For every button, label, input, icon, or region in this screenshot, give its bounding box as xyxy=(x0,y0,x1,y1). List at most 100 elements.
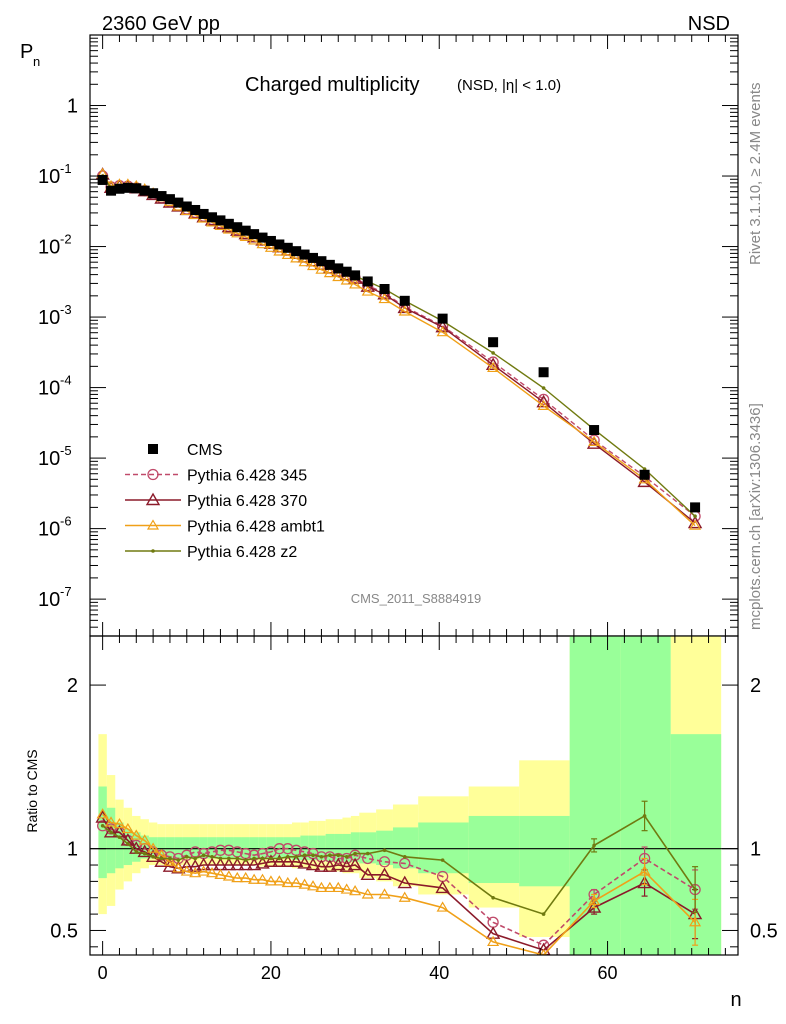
ratio-point-z2-4 xyxy=(134,850,139,854)
band-inner-31 xyxy=(359,832,377,864)
y-tick-label-4: 10 -3 xyxy=(38,302,72,329)
main-point-cms-37 xyxy=(589,425,600,436)
main-point-cms-28 xyxy=(333,263,344,274)
band-inner-9 xyxy=(174,837,183,859)
ratio-point-z2-6 xyxy=(151,855,155,859)
svg-text:-3: -3 xyxy=(60,302,72,317)
main-point-cms-9 xyxy=(173,197,184,208)
legend-marker-p345 xyxy=(147,468,159,481)
ratio-point-z2-8 xyxy=(168,856,172,861)
band-inner-8 xyxy=(165,837,175,859)
ratio-point-ambt1-5 xyxy=(138,834,151,845)
ratio-point-ambt1-6 xyxy=(147,842,160,853)
ratio-point-ambt1-39 xyxy=(689,916,702,927)
ratio-y-label-right-0.5: 0.5 xyxy=(750,920,778,942)
band-inner-12 xyxy=(199,837,208,859)
ratio-point-p370-15 xyxy=(221,857,237,871)
main-point-cms-11 xyxy=(190,204,201,215)
svg-text:n: n xyxy=(33,54,40,69)
ratio-y-label-left-2: 2 xyxy=(67,675,78,697)
svg-text:-7: -7 xyxy=(60,584,72,599)
ratio-point-ambt1-29 xyxy=(340,883,353,894)
band-inner-32 xyxy=(376,830,393,866)
main-point-z2-39 xyxy=(693,514,697,518)
main-point-p370-35 xyxy=(485,357,501,371)
main-point-ambt1-28 xyxy=(332,270,345,282)
ratio-point-z2-39 xyxy=(693,887,697,892)
main-ylabel: P n xyxy=(20,41,40,69)
ratio-point-z2-28 xyxy=(336,853,341,858)
ratio-point-ambt1-27 xyxy=(323,881,336,893)
ratio-line-z2 xyxy=(102,814,696,916)
ratio-point-ambt1-30 xyxy=(349,885,362,896)
main-series-cms xyxy=(97,174,701,513)
ratio-point-ambt1-31 xyxy=(361,888,374,899)
main-point-ambt1-36 xyxy=(537,399,550,410)
main-point-cms-33 xyxy=(399,295,410,306)
main-line-z2 xyxy=(102,175,696,517)
ratio-point-z2-10 xyxy=(184,855,189,859)
y-tick-label-1: 10 -6 xyxy=(38,514,72,541)
y-tick-label-7: 1 xyxy=(67,96,78,118)
ratio-point-p370-30 xyxy=(347,857,363,871)
main-point-cms-19 xyxy=(257,232,268,243)
x-tick-label-0: 0 xyxy=(98,963,108,983)
y-tick-label-2: 10 -5 xyxy=(38,443,72,470)
band-inner-36 xyxy=(519,815,570,887)
legend-entry-z2: Pythia 6.428 z2 xyxy=(125,544,297,561)
main-point-cms-22 xyxy=(282,242,293,253)
ratio-point-p370-28 xyxy=(331,857,346,871)
ratio-point-p370-32 xyxy=(377,867,392,881)
ratio-point-p370-1 xyxy=(103,824,119,838)
main-point-cms-0 xyxy=(97,174,108,185)
ratio-point-z2-1 xyxy=(109,830,113,835)
chart-title-sub: (NSD, |η| < 1.0) xyxy=(457,77,561,94)
legend-marker-p370 xyxy=(145,492,161,506)
ratio-point-z2-17 xyxy=(243,858,248,862)
ratio-point-p370-8 xyxy=(162,859,178,872)
process-label: NSD xyxy=(688,13,730,35)
band-inner-15 xyxy=(224,837,234,859)
analysis-tag: CMS_2011_S8884919 xyxy=(351,591,482,606)
ratio-point-ambt1-21 xyxy=(273,875,286,886)
ratio-point-p345-14 xyxy=(214,844,227,856)
ratio-point-z2-29 xyxy=(344,855,349,859)
ratio-point-p370-20 xyxy=(263,854,279,867)
main-point-cms-21 xyxy=(274,239,285,250)
main-point-ambt1-31 xyxy=(361,285,374,296)
ratio-point-ambt1-17 xyxy=(239,871,252,883)
ratio-series-layer xyxy=(95,800,703,955)
svg-text:-4: -4 xyxy=(60,373,72,388)
main-point-cms-2 xyxy=(114,183,125,194)
band-inner-4 xyxy=(132,832,141,862)
ratio-point-z2-11 xyxy=(193,856,197,861)
main-point-cms-15 xyxy=(223,218,234,229)
x-axis-label: n xyxy=(730,989,741,1011)
ratio-point-z2-15 xyxy=(227,856,231,861)
ratio-point-ambt1-16 xyxy=(231,871,244,883)
main-point-p345-36 xyxy=(537,393,550,406)
ratio-point-z2-23 xyxy=(294,855,298,859)
ratio-point-z2-22 xyxy=(285,855,290,859)
ratio-point-p370-11 xyxy=(187,859,203,872)
main-point-p370-33 xyxy=(397,300,412,314)
ratio-point-ambt1-9 xyxy=(172,862,185,873)
ratio-point-z2-20 xyxy=(269,856,273,861)
band-inner-14 xyxy=(216,837,225,859)
svg-text:-1: -1 xyxy=(60,161,72,176)
svg-text:10: 10 xyxy=(38,448,60,470)
band-inner-13 xyxy=(207,837,217,859)
band-inner-28 xyxy=(334,833,343,862)
ratio-point-p370-17 xyxy=(238,857,253,871)
band-inner-7 xyxy=(157,837,166,859)
svg-text:P: P xyxy=(20,41,33,63)
main-point-cms-35 xyxy=(488,337,499,348)
main-point-cms-30 xyxy=(350,270,361,281)
main-point-ambt1-20 xyxy=(264,241,277,252)
band-inner-25 xyxy=(308,835,318,861)
main-point-cms-5 xyxy=(139,185,150,196)
band-inner-1 xyxy=(106,807,116,874)
ratio-point-ambt1-2 xyxy=(113,817,126,829)
ratio-point-p370-33 xyxy=(397,875,412,889)
ratio-point-p370-21 xyxy=(272,854,287,867)
